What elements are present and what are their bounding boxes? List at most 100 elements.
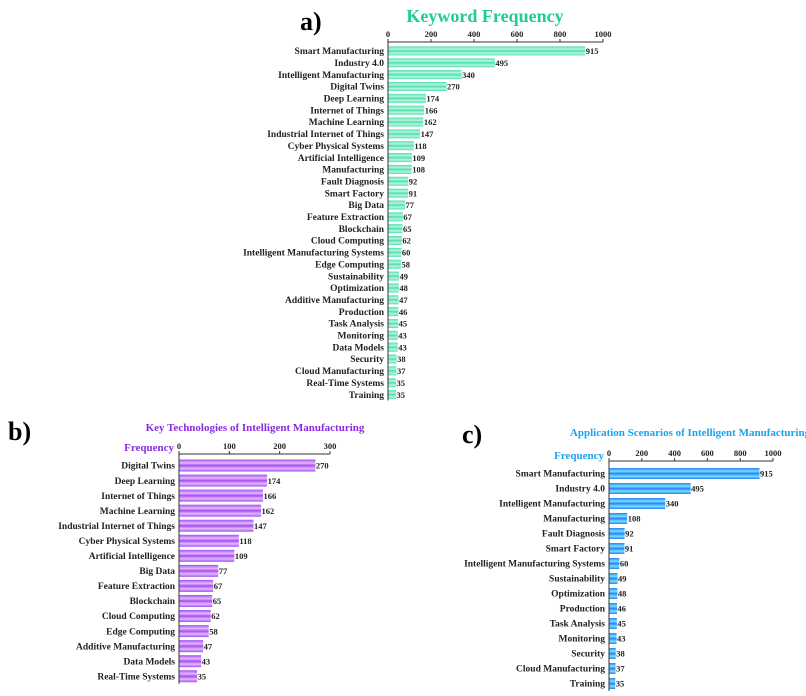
category-label: Smart Manufacturing	[295, 47, 385, 57]
bar	[388, 236, 402, 246]
category-label: Feature Extraction	[307, 213, 385, 223]
value-label: 48	[399, 283, 408, 293]
bar	[388, 200, 406, 210]
x-axis-label: Frequency	[124, 442, 174, 454]
bar	[179, 489, 264, 502]
bar	[388, 164, 412, 174]
x-tick-label: 0	[177, 441, 181, 451]
bar	[609, 633, 617, 644]
value-label: 67	[403, 212, 412, 222]
category-label: Deep Learning	[115, 477, 176, 487]
bar	[609, 543, 625, 554]
value-label: 340	[666, 499, 679, 509]
x-tick-label: 800	[554, 29, 567, 39]
category-label: Smart Factory	[325, 189, 385, 199]
bar	[388, 117, 424, 127]
category-label: Smart Factory	[546, 545, 606, 555]
bar	[179, 670, 198, 683]
value-label: 118	[414, 141, 426, 151]
bar	[179, 549, 235, 562]
value-label: 60	[402, 248, 411, 258]
category-label: Industrial Internet of Things	[267, 130, 384, 140]
value-label: 46	[618, 604, 627, 614]
category-label: Optimization	[551, 590, 606, 600]
bar	[388, 259, 401, 269]
bar	[388, 46, 586, 56]
value-label: 35	[198, 671, 207, 681]
category-label: Additive Manufacturing	[285, 296, 384, 306]
bar	[388, 188, 409, 198]
value-label: 58	[401, 259, 410, 269]
x-tick-label: 200	[425, 29, 438, 39]
bar	[179, 564, 219, 577]
bar	[609, 558, 620, 569]
bar	[609, 678, 616, 689]
value-label: 49	[618, 574, 627, 584]
bar	[388, 378, 397, 388]
bar	[388, 105, 425, 115]
value-label: 91	[625, 544, 634, 554]
category-label: Task Analysis	[550, 620, 606, 630]
x-tick-label: 600	[701, 448, 714, 458]
x-axis-label: Frequency	[554, 450, 604, 462]
category-label: Big Data	[139, 567, 175, 577]
value-label: 38	[616, 649, 625, 659]
category-label: Artificial Intelligence	[89, 552, 175, 562]
category-label: Optimization	[330, 284, 385, 294]
value-label: 915	[760, 469, 773, 479]
value-label: 92	[625, 529, 634, 539]
category-label: Sustainability	[328, 272, 384, 282]
bar	[179, 519, 254, 532]
category-label: Smart Manufacturing	[516, 470, 606, 480]
category-label: Data Models	[333, 343, 385, 353]
bar	[388, 141, 414, 151]
category-label: Big Data	[348, 201, 384, 211]
category-label: Intelligent Manufacturing Systems	[243, 249, 384, 259]
category-label: Edge Computing	[106, 627, 175, 637]
panel-a-keyword-frequency: a) Keyword Frequency 0 200 400 600 800 1000 Smar…	[243, 6, 611, 401]
value-label: 65	[213, 596, 222, 606]
category-label: Deep Learning	[324, 95, 385, 105]
bar	[388, 342, 398, 352]
value-label: 77	[406, 200, 415, 210]
bar	[388, 224, 403, 234]
category-label: Manufacturing	[543, 515, 605, 525]
value-label: 118	[239, 536, 251, 546]
bar	[388, 81, 447, 91]
value-label: 166	[425, 105, 438, 115]
value-label: 108	[628, 514, 641, 524]
bar	[388, 129, 421, 139]
category-label: Fault Diagnosis	[321, 177, 384, 187]
x-tick-label: 100	[223, 441, 236, 451]
bar	[179, 625, 209, 638]
value-label: 162	[424, 117, 437, 127]
category-label: Training	[570, 680, 605, 690]
category-label: Blockchain	[130, 597, 176, 607]
bar	[609, 468, 760, 479]
bar	[609, 573, 618, 584]
category-label: Data Models	[124, 657, 176, 667]
bar	[179, 534, 239, 547]
category-label: Internet of Things	[310, 106, 384, 116]
category-label: Intelligent Manufacturing Systems	[464, 560, 605, 570]
x-tick-label: 1000	[765, 448, 782, 458]
value-label: 35	[397, 390, 406, 400]
category-label: Cloud Manufacturing	[516, 665, 605, 675]
value-label: 47	[204, 641, 213, 651]
value-label: 45	[617, 619, 626, 629]
bar	[388, 390, 397, 400]
bar	[609, 603, 618, 614]
category-label: Intelligent Manufacturing	[499, 500, 605, 510]
bar	[388, 307, 399, 317]
value-label: 37	[616, 664, 625, 674]
value-label: 495	[495, 58, 508, 68]
bar	[609, 618, 617, 629]
value-label: 43	[398, 342, 407, 352]
category-label: Monitoring	[559, 635, 606, 645]
category-label: Industrial Internet of Things	[58, 522, 175, 532]
value-label: 47	[399, 295, 408, 305]
x-tick-label: 800	[734, 448, 747, 458]
bar	[609, 588, 618, 599]
x-tick-label: 400	[668, 448, 681, 458]
bar	[609, 663, 616, 674]
